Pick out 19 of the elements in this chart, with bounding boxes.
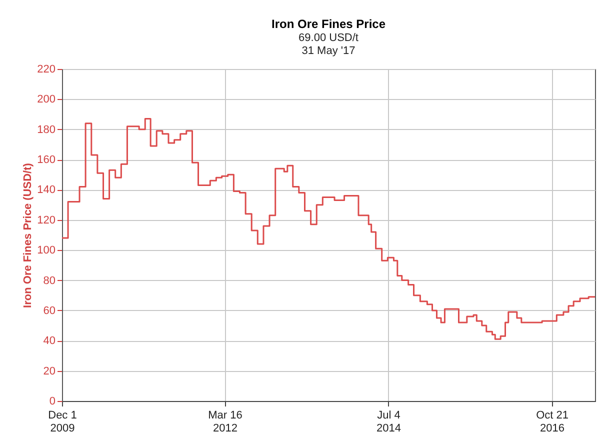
- y-tick-label: 80: [43, 274, 56, 287]
- x-tick-label: Dec 1 2009: [48, 410, 77, 434]
- x-tick-label: Oct 21 2016: [536, 410, 568, 434]
- x-tick-label: Mar 16 2012: [208, 410, 242, 434]
- x-tick-label: Jul 4 2014: [376, 410, 402, 434]
- y-tick-label: 140: [37, 184, 56, 196]
- y-tick-label: 200: [37, 94, 56, 106]
- chart-title: Iron Ore Fines Price: [271, 17, 386, 31]
- y-tick-label: 180: [37, 124, 56, 136]
- y-axis-title: Iron Ore Fines Price (USD/t): [22, 162, 34, 308]
- y-tick-label: 60: [43, 304, 56, 317]
- y-tick-label: 120: [37, 214, 56, 226]
- y-tick-label: 0: [49, 396, 56, 408]
- y-tick-label: 20: [43, 365, 56, 378]
- y-tick-label: 40: [43, 335, 56, 348]
- chart-subtitle: 69.00 USD/t 31 May '17: [298, 32, 358, 57]
- y-tick-label: 160: [37, 154, 56, 166]
- y-tick-label: 220: [37, 64, 56, 76]
- y-tick-label: 100: [37, 244, 56, 257]
